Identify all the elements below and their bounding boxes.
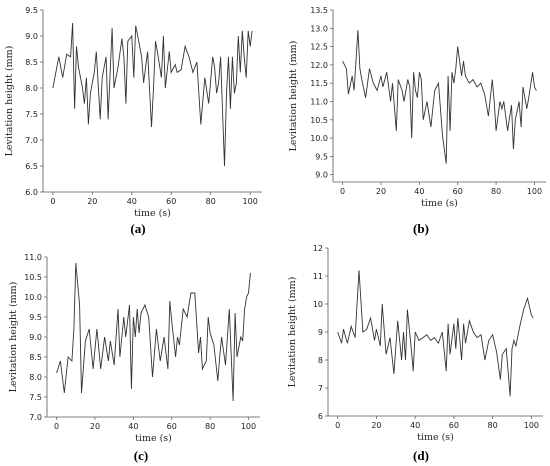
x-axis-title: time (s)	[134, 208, 171, 219]
series-line	[52, 22, 253, 167]
y-tick-label: 7.5	[25, 110, 38, 119]
series-line	[56, 262, 251, 402]
y-tick-label: 10	[313, 300, 323, 309]
y-tick-label: 9.5	[29, 313, 42, 322]
y-tick-label: 9.0	[25, 32, 38, 41]
x-tick-label: 20	[87, 197, 97, 206]
x-tick-label: 0	[340, 187, 345, 196]
panel-label: (c)	[134, 448, 148, 463]
x-tick-label: 80	[488, 421, 498, 430]
y-axis-title: Levitation height (mm)	[288, 41, 299, 152]
x-axis-title: time (s)	[135, 433, 172, 444]
y-tick-label: 12.5	[310, 43, 328, 52]
y-tick-label: 9	[318, 328, 323, 337]
series-line	[342, 30, 537, 164]
y-tick-label: 10.0	[24, 293, 42, 302]
x-tick-label: 100	[527, 187, 542, 196]
chart-panel: 0 20 40 60 80 100 9.0 9.5 10.0 10.5 11.0 11.5 12.0 12…	[288, 6, 546, 236]
y-tick-label: 7.0	[29, 413, 42, 422]
y-tick-label: 12.0	[310, 61, 328, 70]
y-tick-label: 7	[318, 384, 323, 393]
y-tick-label: 11.0	[24, 253, 42, 262]
y-tick-label: 8	[318, 356, 323, 365]
x-tick-label: 0	[54, 422, 59, 431]
x-tick-label: 60	[453, 187, 463, 196]
x-axis-title: time (s)	[421, 198, 458, 209]
x-axis-title: time (s)	[417, 432, 454, 443]
x-tick-label: 40	[127, 197, 137, 206]
y-tick-label: 10.5	[24, 273, 42, 282]
x-tick-label: 80	[205, 422, 215, 431]
y-tick-label: 9.5	[25, 6, 38, 15]
x-tick-label: 40	[128, 422, 138, 431]
x-tick-label: 100	[524, 421, 539, 430]
y-tick-label: 11	[313, 272, 323, 281]
x-tick-label: 80	[491, 187, 501, 196]
series-line	[337, 270, 534, 397]
x-tick-label: 60	[449, 421, 459, 430]
y-tick-label: 9.5	[315, 152, 328, 161]
y-tick-label: 9.0	[29, 333, 42, 342]
y-tick-label: 12	[313, 244, 323, 253]
y-tick-label: 8.5	[25, 58, 38, 67]
y-tick-label: 6.5	[25, 162, 38, 171]
y-tick-label: 8.5	[29, 353, 42, 362]
x-tick-label: 40	[414, 187, 424, 196]
y-axis-title: Levitation height (mm)	[287, 277, 298, 388]
y-tick-label: 13.5	[310, 6, 328, 15]
y-tick-label: 6	[318, 412, 323, 421]
y-tick-label: 11.5	[310, 79, 328, 88]
panel-label: (a)	[130, 221, 145, 236]
y-tick-label: 10.5	[310, 116, 328, 125]
x-tick-label: 20	[371, 421, 381, 430]
x-tick-label: 40	[410, 421, 420, 430]
panel-label: (d)	[413, 448, 429, 463]
x-tick-label: 0	[50, 197, 55, 206]
x-tick-label: 60	[166, 197, 176, 206]
y-tick-label: 6.0	[25, 188, 38, 197]
x-tick-label: 60	[167, 422, 177, 431]
x-tick-label: 100	[243, 197, 258, 206]
panel-label: (b)	[413, 221, 429, 236]
x-tick-label: 80	[206, 197, 216, 206]
chart-panel: 0 20 40 60 80 100 7.0 7.5 8.0 8.5 9.0 9.5 10.0 10.5 11…	[8, 253, 260, 463]
x-tick-label: 20	[90, 422, 100, 431]
chart-panel: 0 20 40 60 80 100 6 7 8 9 10 11 12 time (s) Levitation…	[287, 244, 543, 463]
y-axis-title: Levitation height (mm)	[8, 282, 19, 393]
y-tick-label: 13.0	[310, 24, 328, 33]
x-tick-label: 100	[241, 422, 256, 431]
y-tick-label: 9.0	[315, 171, 328, 180]
y-tick-label: 8.0	[29, 373, 42, 382]
chart-panel: 0 20 40 60 80 100 6.0 6.5 7.0 7.5 8.0 8.5 9.0 9.5 time…	[4, 6, 262, 236]
y-tick-label: 7.0	[25, 136, 38, 145]
x-tick-label: 0	[335, 421, 340, 430]
y-tick-label: 8.0	[25, 84, 38, 93]
y-tick-label: 7.5	[29, 393, 42, 402]
y-tick-label: 11.0	[310, 97, 328, 106]
x-tick-label: 20	[376, 187, 386, 196]
y-axis-title: Levitation height (mm)	[4, 46, 15, 157]
y-tick-label: 10.0	[310, 134, 328, 143]
